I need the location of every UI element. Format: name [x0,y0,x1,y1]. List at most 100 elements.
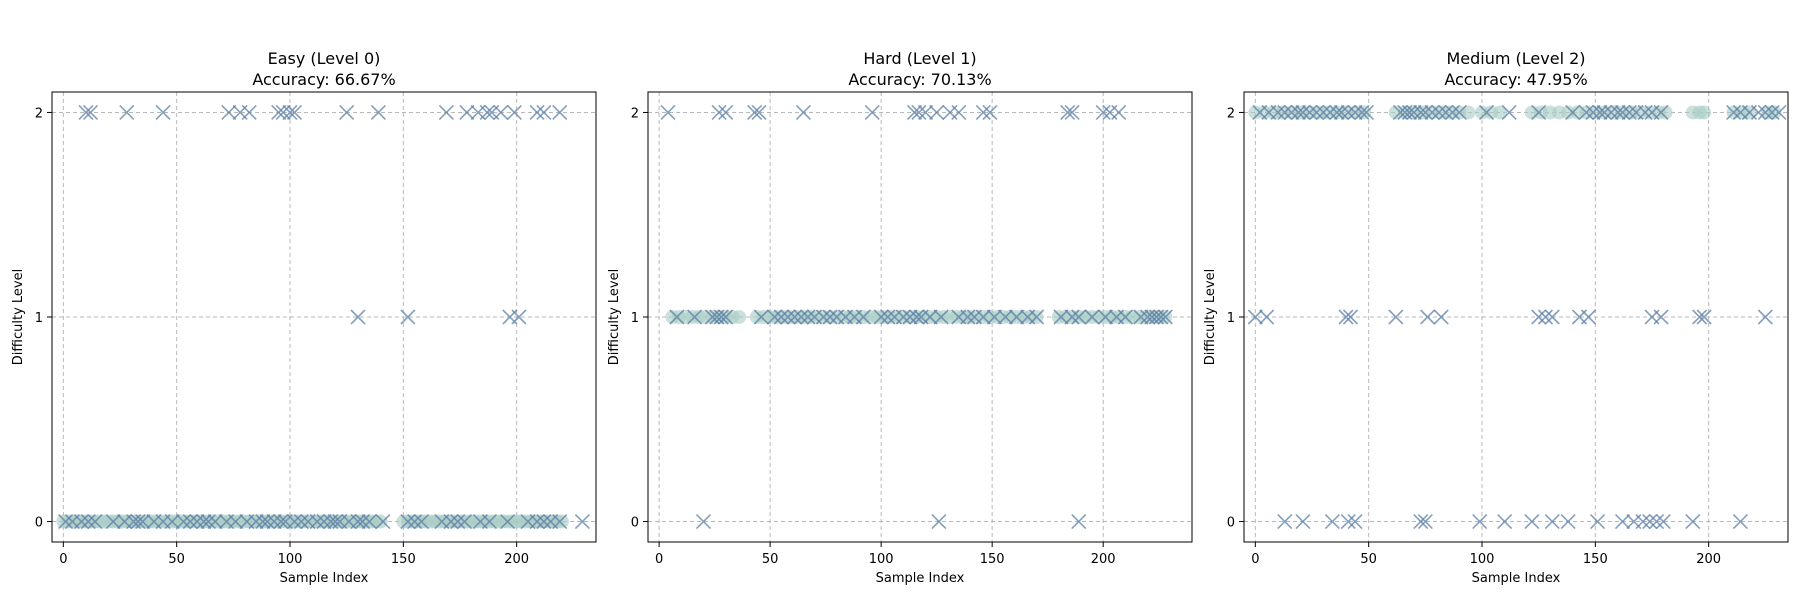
incorrect-point [135,513,151,530]
incorrect-point [1401,104,1418,121]
incorrect-point [1537,309,1554,325]
incorrect-point [1764,104,1780,121]
incorrect-point [1524,513,1540,530]
incorrect-point [864,104,880,121]
plot-area [1244,92,1788,542]
incorrect-point [407,513,423,530]
incorrect-point [1340,513,1356,530]
x-tick-label: 100 [869,552,894,567]
incorrect-point [80,513,96,530]
incorrect-point [248,513,264,530]
incorrect-point [660,104,676,121]
x-tick-label: 200 [1696,552,1721,567]
x-axis-label: Sample Index [1472,571,1561,586]
incorrect-point [929,104,945,121]
incorrect-point [1060,104,1076,121]
incorrect-point [196,513,212,530]
incorrect-point [259,513,275,530]
incorrect-point [1259,309,1275,325]
x-axis-label: Sample Index [876,571,965,586]
incorrect-point [1750,104,1767,121]
incorrect-point [459,104,475,121]
incorrect-point [997,309,1014,325]
incorrect-point [1388,309,1404,325]
subplot-hard: 0 50 100 150 200 0 1 2 Hard (Level 1) Accuracy: 7… [607,49,1193,586]
incorrect-point [1585,104,1601,121]
incorrect-point [1444,104,1461,121]
incorrect-point [286,513,303,530]
incorrect-point [286,104,303,121]
x-tick-label: 50 [168,552,185,567]
incorrect-point [1578,104,1594,121]
incorrect-point [975,104,991,121]
incorrect-point [1472,513,1488,530]
incorrect-point [438,104,454,121]
correct-point [555,514,569,529]
incorrect-point [1284,104,1300,121]
incorrect-point [1071,513,1087,530]
incorrect-point [1653,309,1669,325]
incorrect-point [200,513,216,530]
incorrect-point [1308,104,1325,121]
y-tick-label: 2 [1227,106,1235,121]
incorrect-point [1277,513,1293,530]
incorrect-point [906,104,923,121]
incorrect-point [1111,104,1127,121]
incorrect-point [780,309,796,325]
incorrect-point [105,513,121,530]
incorrect-point [1497,513,1513,530]
incorrect-point [1560,513,1576,530]
y-tick-label: 0 [1227,516,1235,531]
incorrect-point [175,513,192,530]
incorrect-point [1417,104,1433,121]
correct-point [1493,105,1508,120]
incorrect-point [182,513,198,530]
incorrect-point [479,104,495,121]
incorrect-point [574,513,590,530]
incorrect-point [282,104,298,121]
incorrect-point [718,309,734,325]
incorrect-point [1277,104,1293,121]
incorrect-point [1029,309,1045,325]
incorrect-point [1771,104,1787,121]
incorrect-point [1342,309,1359,325]
incorrect-point [1315,104,1331,121]
incorrect-point [873,309,889,325]
incorrect-point [1347,513,1363,530]
plot-area [52,92,596,542]
incorrect-point [1696,309,1712,325]
y-tick-label: 0 [631,516,639,531]
incorrect-point [443,513,459,530]
incorrect-point [800,309,816,325]
correct-point [1658,105,1673,120]
incorrect-point [78,104,94,121]
incorrect-point [951,104,967,121]
incorrect-point [751,104,767,121]
incorrect-point [1621,104,1637,121]
incorrect-point [1614,513,1631,530]
y-tick-label: 0 [35,516,43,531]
incorrect-point [354,513,371,530]
y-tick-label: 1 [631,311,639,326]
y-axis-label: Difficulty Level [1203,269,1218,365]
incorrect-point [669,309,685,325]
incorrect-point [1324,513,1340,530]
x-tick-label: 50 [762,552,779,567]
correct-point [1767,105,1782,120]
x-tick-label: 150 [391,552,416,567]
incorrect-point [815,309,831,325]
incorrect-point [1757,104,1773,121]
incorrect-point [207,513,223,530]
incorrect-point [339,104,355,121]
incorrect-point [58,513,74,530]
incorrect-point [1635,513,1651,530]
incorrect-point [1648,513,1665,530]
incorrect-point [1596,104,1612,121]
incorrect-point [266,513,282,530]
incorrect-point [773,309,789,325]
incorrect-point [1433,309,1449,325]
incorrect-point [855,309,871,325]
incorrect-point [1431,104,1447,121]
incorrect-point [1097,309,1113,325]
subplot-easy: 0 50 100 150 200 0 1 2 Easy (Level 0) Accuracy: 6… [11,49,597,586]
